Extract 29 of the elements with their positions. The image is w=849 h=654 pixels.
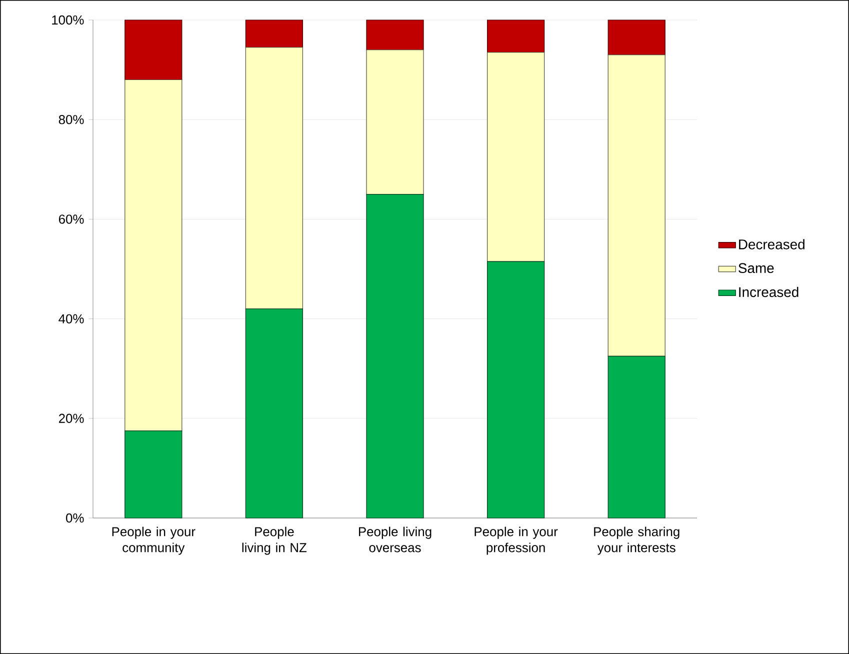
- bar: [366, 50, 424, 195]
- y-tick-label: 0%: [66, 513, 84, 523]
- bar: [124, 79, 182, 432]
- x-tick-label: People in your community: [112, 526, 196, 555]
- y-tick-label: 20%: [58, 414, 84, 423]
- bar: [245, 47, 304, 310]
- legend-label: Same: [738, 263, 774, 274]
- x-tick-label: People living in NZ: [242, 526, 307, 555]
- bar: [487, 261, 545, 518]
- bar: [608, 20, 666, 56]
- y-tick-label: 60%: [58, 214, 84, 224]
- bar: [608, 54, 666, 356]
- bar: [366, 194, 424, 518]
- y-tick-label: 100%: [52, 15, 84, 25]
- y-tick-label: 40%: [58, 314, 84, 324]
- y-tick-label: 80%: [58, 115, 84, 124]
- bar: [124, 20, 182, 80]
- bar: [124, 430, 182, 518]
- bar: [487, 20, 545, 53]
- legend-label: Increased: [739, 286, 798, 298]
- bar: [245, 308, 304, 518]
- legend-label: Decreased: [739, 239, 804, 250]
- x-tick-label: People living overseas: [358, 526, 432, 552]
- x-tick-label: People in your profession: [474, 526, 558, 555]
- x-tick-label: People sharing your interests: [594, 526, 680, 555]
- bar: [608, 356, 666, 518]
- bar: [487, 52, 545, 262]
- bar: [366, 20, 424, 50]
- bar: [245, 20, 304, 48]
